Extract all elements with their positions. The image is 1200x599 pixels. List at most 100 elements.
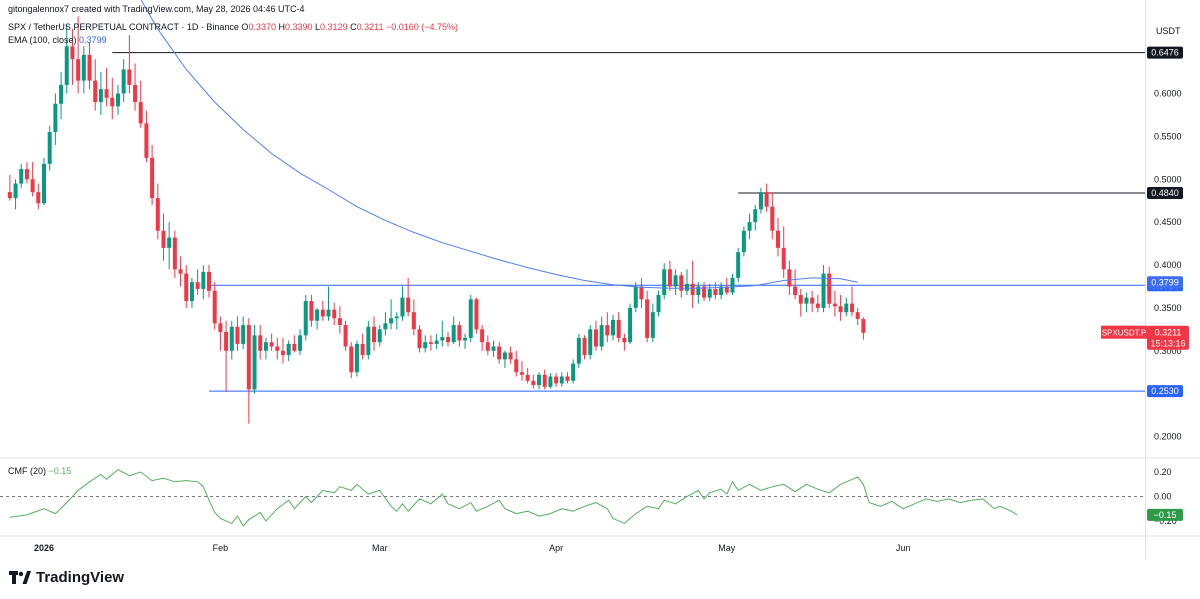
candles bbox=[7, 16, 866, 424]
candle-body bbox=[502, 352, 507, 360]
candle-body bbox=[184, 273, 189, 302]
candle-body bbox=[178, 269, 183, 274]
candle-body bbox=[662, 269, 667, 296]
x-tick-label: Feb bbox=[213, 543, 229, 553]
y-tick-label: 0.5000 bbox=[1154, 174, 1182, 184]
y-tick-label: 0.6000 bbox=[1154, 88, 1182, 98]
candle-body bbox=[235, 326, 240, 344]
candle-body bbox=[747, 222, 752, 231]
candle-body bbox=[588, 329, 593, 356]
candle-body bbox=[42, 163, 46, 204]
candle-body bbox=[104, 89, 109, 98]
cmf-tick-label: −0.20 bbox=[1154, 516, 1177, 526]
candle-body bbox=[753, 209, 758, 223]
x-tick-label: Jun bbox=[896, 543, 911, 553]
candle-body bbox=[76, 59, 81, 81]
candle-body bbox=[554, 376, 559, 384]
candle-body bbox=[787, 269, 792, 287]
level-badge-text: 0.2530 bbox=[1151, 386, 1179, 396]
candle-body bbox=[246, 325, 251, 390]
candle-body bbox=[474, 299, 479, 330]
candle-body bbox=[36, 192, 41, 204]
tradingview-logo-icon bbox=[9, 570, 31, 584]
ohlc-high: 0.3390 bbox=[284, 22, 313, 32]
countdown-text: 15:13:16 bbox=[1150, 339, 1185, 349]
candle-body bbox=[309, 301, 314, 321]
candle-body bbox=[360, 343, 365, 356]
candle-body bbox=[292, 343, 297, 351]
candle-body bbox=[394, 316, 399, 319]
candle-body bbox=[59, 84, 64, 104]
cmf-tick-label: 0.20 bbox=[1154, 467, 1172, 477]
candle-body bbox=[611, 319, 615, 336]
candle-body bbox=[81, 54, 86, 81]
candle-body bbox=[508, 352, 513, 360]
candle-body bbox=[531, 380, 536, 386]
candle-body bbox=[497, 346, 502, 360]
candle-body bbox=[167, 237, 172, 248]
candle-body bbox=[133, 84, 138, 103]
candle-body bbox=[138, 102, 143, 124]
y-tick-label: 0.4000 bbox=[1154, 260, 1182, 270]
candle-body bbox=[576, 337, 581, 364]
candle-body bbox=[207, 271, 212, 291]
tradingview-logo-text: TradingView bbox=[36, 569, 125, 586]
ema-legend[interactable]: EMA (100, close) 0.3799 bbox=[8, 35, 107, 45]
candle-body bbox=[776, 230, 781, 248]
candle-body bbox=[303, 301, 308, 336]
candle-body bbox=[172, 237, 177, 270]
candle-body bbox=[383, 323, 388, 330]
candle-body bbox=[366, 326, 371, 356]
candle-body bbox=[519, 372, 524, 375]
candle-body bbox=[559, 376, 564, 384]
creator-line: gitongalennox7 created with TradingView.… bbox=[8, 4, 305, 14]
candle-body bbox=[628, 307, 633, 343]
level-badge-0.2530 bbox=[1147, 385, 1183, 398]
candle-body bbox=[275, 346, 280, 351]
candle-body bbox=[810, 297, 815, 304]
candle-body bbox=[218, 323, 223, 332]
grid bbox=[0, 0, 1200, 560]
last-price-badge bbox=[1147, 325, 1189, 350]
ohlc-open: 0.3370 bbox=[248, 22, 276, 32]
symbol-badge bbox=[1101, 325, 1147, 339]
candle-body bbox=[639, 286, 644, 300]
candle-body bbox=[707, 289, 712, 298]
candle-body bbox=[115, 93, 120, 107]
candle-body bbox=[804, 297, 809, 304]
candle-body bbox=[480, 329, 485, 343]
candle-body bbox=[258, 335, 263, 351]
level-badge-text: 0.4840 bbox=[1151, 188, 1179, 198]
candle-body bbox=[30, 179, 35, 193]
candle-body bbox=[320, 309, 325, 317]
ohlc-close: 0.3211 bbox=[356, 22, 384, 32]
ohlc-close-label: C bbox=[350, 22, 357, 32]
tradingview-logo[interactable]: TradingView bbox=[9, 569, 124, 586]
candle-body bbox=[798, 295, 803, 304]
candle-body bbox=[815, 303, 820, 308]
candle-body bbox=[7, 192, 12, 199]
candle-body bbox=[571, 363, 576, 381]
candle-body bbox=[24, 168, 29, 180]
x-tick-label: May bbox=[718, 543, 736, 553]
candle-body bbox=[673, 275, 678, 287]
candle-body bbox=[485, 342, 490, 351]
candle-body bbox=[861, 319, 866, 333]
candle-body bbox=[298, 335, 303, 351]
candle-body bbox=[537, 374, 542, 386]
candle-body bbox=[252, 335, 257, 390]
x-tick-label: 2026 bbox=[34, 543, 54, 553]
candle-body bbox=[155, 198, 160, 231]
candle-body bbox=[212, 290, 217, 324]
cmf-legend[interactable]: CMF (20) −0.15 bbox=[8, 466, 71, 476]
symbol-name: SPX / TetherUS PERPETUAL CONTRACT · 1D ·… bbox=[8, 22, 239, 32]
ema-legend-value: 0.3799 bbox=[79, 35, 107, 45]
cmf-badge-text: −0.15 bbox=[1154, 510, 1177, 520]
candle-body bbox=[468, 299, 473, 338]
candle-body bbox=[224, 331, 229, 351]
x-tick-label: Apr bbox=[549, 543, 563, 553]
candle-body bbox=[605, 325, 610, 336]
candle-body bbox=[599, 325, 604, 347]
symbol-line: SPX / TetherUS PERPETUAL CONTRACT · 1D ·… bbox=[8, 22, 458, 32]
